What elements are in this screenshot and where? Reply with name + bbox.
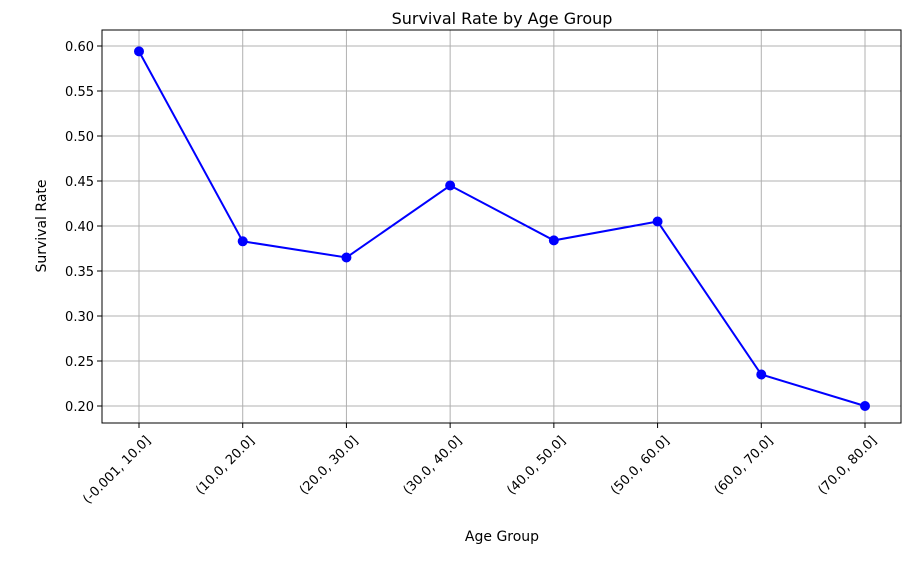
y-tick-label: 0.20 bbox=[65, 400, 94, 415]
y-tick-label: 0.25 bbox=[65, 355, 94, 370]
data-point bbox=[237, 236, 248, 247]
x-tick-label: (-0.001, 10.0] bbox=[80, 433, 154, 507]
y-tick-label: 0.35 bbox=[65, 265, 94, 280]
y-tick-label: 0.50 bbox=[65, 130, 94, 145]
y-tick-label: 0.40 bbox=[65, 220, 94, 235]
data-point bbox=[652, 216, 663, 227]
x-tick-label: (30.0, 40.0] bbox=[401, 433, 466, 498]
data-point bbox=[341, 252, 352, 263]
x-axis-label: Age Group bbox=[465, 529, 539, 545]
data-series bbox=[134, 46, 870, 411]
x-tick-label: (10.0, 20.0] bbox=[193, 433, 258, 498]
y-tick-label: 0.45 bbox=[65, 175, 94, 190]
x-tick-label: (60.0, 70.0] bbox=[712, 433, 777, 498]
x-tick-label: (40.0, 50.0] bbox=[504, 433, 569, 498]
x-tick-label: (50.0, 60.0] bbox=[608, 433, 673, 498]
data-point bbox=[134, 46, 144, 57]
chart-title: Survival Rate by Age Group bbox=[392, 9, 613, 28]
x-tick-label: (20.0, 30.0] bbox=[297, 433, 362, 498]
grid bbox=[102, 30, 901, 423]
series-line bbox=[138, 50, 866, 407]
data-point bbox=[548, 235, 559, 246]
x-tick-label: (70.0, 80.0] bbox=[815, 433, 880, 498]
y-tick-label: 0.55 bbox=[65, 85, 94, 100]
y-axis-label: Survival Rate bbox=[34, 180, 50, 273]
data-point bbox=[445, 180, 456, 191]
x-axis: (-0.001, 10.0] (10.0, 20.0] (20.0, 30.0] (3… bbox=[80, 423, 880, 507]
y-axis: 0.20 0.25 0.30 0.35 0.40 0.45 0.50 0.55 0.60 bbox=[65, 40, 102, 415]
y-tick-label: 0.30 bbox=[65, 310, 94, 325]
data-point bbox=[860, 401, 870, 411]
data-point bbox=[756, 369, 767, 380]
y-tick-label: 0.60 bbox=[65, 40, 94, 55]
